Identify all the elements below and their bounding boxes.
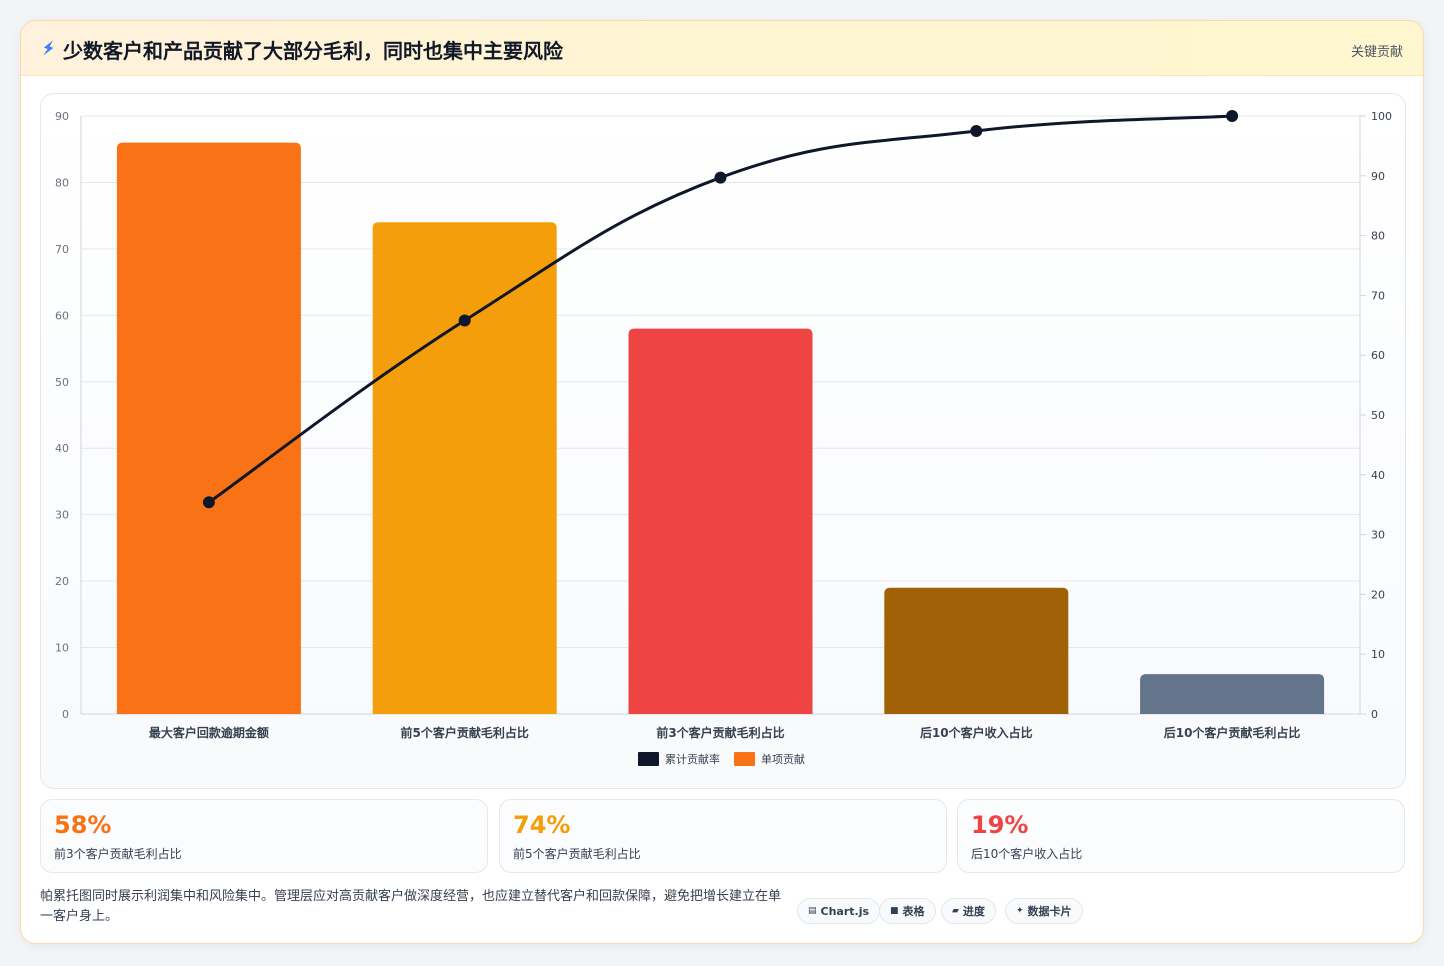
bar xyxy=(1140,674,1325,714)
y2-tick-label: 40 xyxy=(1371,469,1385,482)
y-tick-label: 70 xyxy=(55,243,69,256)
y-tick-label: 30 xyxy=(55,509,69,522)
legend-swatch xyxy=(638,752,659,766)
y2-tick-label: 0 xyxy=(1371,708,1378,721)
y-tick-label: 60 xyxy=(55,309,69,322)
progress-icon: ▰ xyxy=(952,906,959,916)
bar xyxy=(116,142,301,715)
kpi-value: 19% xyxy=(971,811,1029,839)
y2-tick-label: 90 xyxy=(1371,170,1385,183)
y2-tick-label: 20 xyxy=(1371,588,1385,601)
card-title: 少数客户和产品贡献了大部分毛利，同时也集中主要风险 xyxy=(63,39,563,63)
y-tick-label: 40 xyxy=(55,442,69,455)
legend-label: 累计贡献率 xyxy=(665,752,720,766)
line-point xyxy=(714,171,727,184)
bar xyxy=(628,328,813,714)
footer-description: 帕累托图同时展示利润集中和风险集中。管理层应对高贡献客户做深度经营，也应建立替代… xyxy=(40,889,782,924)
line-point xyxy=(202,496,215,509)
line-point xyxy=(458,314,471,327)
pill-label: Chart.js xyxy=(820,904,870,918)
kpi-label: 前3个客户贡献毛利占比 xyxy=(54,847,182,861)
kpi-label: 后10个客户收入占比 xyxy=(971,847,1083,861)
line-point xyxy=(1226,110,1239,122)
y2-tick-label: 10 xyxy=(1371,648,1385,661)
x-tick-label: 前5个客户贡献毛利占比 xyxy=(401,725,529,740)
bar xyxy=(372,222,557,715)
x-tick-label: 后10个客户贡献毛利占比 xyxy=(1164,725,1301,740)
lightning-icon xyxy=(43,40,54,56)
y-tick-label: 80 xyxy=(55,176,69,189)
pill-label: 数据卡片 xyxy=(1027,905,1072,918)
x-tick-label: 前3个客户贡献毛利占比 xyxy=(656,725,784,740)
y-tick-label: 50 xyxy=(55,376,69,389)
progress-pill[interactable]: ▰ 进度 xyxy=(941,898,996,924)
y2-tick-label: 50 xyxy=(1371,409,1385,422)
legend-swatch xyxy=(734,752,755,766)
data-card-pill[interactable]: ✦ 数据卡片 xyxy=(1005,898,1083,924)
y2-tick-label: 30 xyxy=(1371,529,1385,542)
y2-tick-label: 80 xyxy=(1371,230,1385,243)
y-tick-label: 20 xyxy=(55,575,69,588)
chart-icon: ▤ xyxy=(808,906,817,916)
kpi-value: 58% xyxy=(54,811,112,839)
bar xyxy=(884,587,1069,714)
key-contribution-link[interactable]: 关键贡献 xyxy=(1350,45,1403,60)
pareto-chart: 0 10 20 30 40 50 60 70 80 90 0 10 20 30 40 50 60 70 80 90 10… xyxy=(40,93,1406,789)
y2-tick-label: 70 xyxy=(1371,289,1385,302)
kpi-label: 前5个客户贡献毛利占比 xyxy=(513,847,641,861)
kpi-card: 58% 前3个客户贡献毛利占比 xyxy=(40,799,488,873)
pill-label: 进度 xyxy=(962,905,985,918)
x-tick-label: 后10个客户收入占比 xyxy=(920,725,1033,740)
x-tick-label: 最大客户回款逾期金额 xyxy=(149,725,269,740)
y-tick-label: 10 xyxy=(55,642,69,655)
line-point xyxy=(970,124,983,137)
y-tick-label: 0 xyxy=(62,708,69,721)
legend-label: 单项贡献 xyxy=(761,752,805,766)
chartjs-pill[interactable]: ▤ Chart.js xyxy=(797,898,881,924)
y2-tick-label: 100 xyxy=(1371,110,1392,123)
chart-svg: 0 10 20 30 40 50 60 70 80 90 0 10 20 30 40 50 60 70 80 90 10… xyxy=(55,110,1392,766)
table-pill[interactable]: ■ 表格 xyxy=(879,898,936,924)
card-header: 少数客户和产品贡献了大部分毛利，同时也集中主要风险 关键贡献 xyxy=(21,21,1423,76)
y-tick-label: 90 xyxy=(55,110,69,123)
kpi-card: 19% 后10个客户收入占比 xyxy=(957,799,1405,873)
pill-label: 表格 xyxy=(902,905,925,918)
kpi-value: 74% xyxy=(513,811,571,839)
table-icon: ■ xyxy=(890,906,899,916)
y2-tick-label: 60 xyxy=(1371,349,1385,362)
kpi-card: 74% 前5个客户贡献毛利占比 xyxy=(499,799,947,873)
sparkle-icon: ✦ xyxy=(1016,906,1024,916)
insight-card: 少数客户和产品贡献了大部分毛利，同时也集中主要风险 关键贡献 0 10 20 30 40… xyxy=(20,20,1424,944)
